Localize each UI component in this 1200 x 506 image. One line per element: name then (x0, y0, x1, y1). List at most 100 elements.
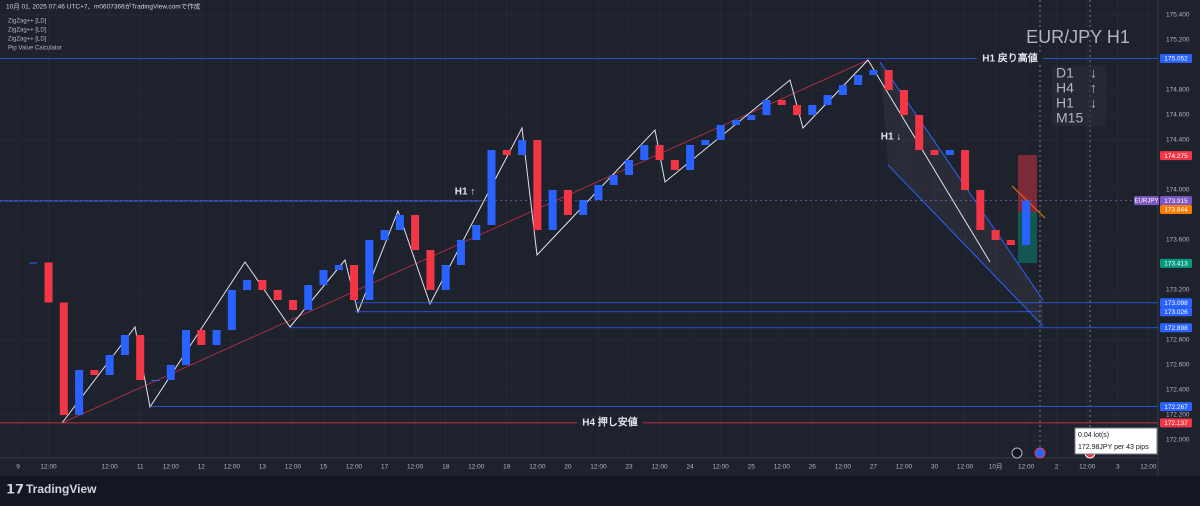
x-tick-label: 12:00 (1140, 464, 1157, 471)
candle (991, 230, 1000, 240)
candle (686, 145, 695, 170)
x-tick-label: 18 (442, 464, 450, 471)
trend-timeframe: M15 (1056, 110, 1083, 126)
candle (212, 330, 221, 345)
x-tick-label: 12:00 (651, 464, 668, 471)
x-tick-label: 12:00 (1018, 464, 1035, 471)
x-tick-label: 3 (1116, 464, 1120, 471)
x-tick-label: 11 (137, 464, 144, 471)
trend-timeframe: H4 (1056, 80, 1074, 96)
trend-timeframe: D1 (1056, 65, 1074, 81)
y-tick-label: 173.200 (1166, 287, 1190, 294)
tooltip-box (1074, 427, 1158, 455)
y-tick-label: 172.400 (1166, 387, 1190, 394)
price-tag (1160, 402, 1192, 412)
price-tag-label: 172.267 (1164, 404, 1188, 411)
x-tick-label: 27 (870, 464, 878, 471)
candle (1022, 200, 1031, 245)
candle (808, 105, 817, 115)
price-tag-label: 173.915 (1164, 198, 1188, 205)
y-tick-label: 174.600 (1166, 112, 1190, 119)
x-tick-label: 12:00 (407, 464, 424, 471)
tooltip-line: 0.04 lot(s) (1078, 432, 1109, 439)
candle (945, 150, 954, 155)
y-tick-label: 174.400 (1166, 137, 1190, 144)
x-tick-label: 12:00 (224, 464, 241, 471)
y-tick-label: 174.800 (1166, 87, 1190, 94)
candle (976, 190, 985, 230)
brand: TradingView (26, 482, 97, 496)
x-tick-label: 12:00 (102, 464, 119, 471)
indicator-name: ZigZag++ [LD] (8, 28, 47, 34)
candle (334, 265, 343, 270)
candle (1006, 240, 1015, 245)
y-tick-label: 172.800 (1166, 337, 1190, 344)
x-tick-label: 2 (1055, 464, 1059, 471)
annotation-bg (977, 53, 1043, 65)
y-tick-label: 174.000 (1166, 187, 1190, 194)
trend-arrow: ↓ (1090, 65, 1097, 81)
price-tag-label: 174.275 (1164, 153, 1188, 160)
price-tag (1160, 307, 1192, 317)
candle (365, 240, 374, 300)
candle (793, 105, 802, 115)
x-tick-label: 12:00 (346, 464, 363, 471)
x-tick-label: 12 (198, 464, 206, 471)
x-tick-label: 12:00 (163, 464, 180, 471)
x-tick-label: 10月 (989, 463, 1003, 471)
y-tick-label: 175.400 (1166, 12, 1190, 19)
event-icon[interactable] (1034, 447, 1046, 459)
x-tick-label: 12:00 (713, 464, 730, 471)
annotation: H1 ↑ (455, 187, 476, 198)
y-tick-label: 172.600 (1166, 362, 1190, 369)
x-tick-label: 12:00 (896, 464, 913, 471)
candle (120, 335, 129, 355)
price-tag-label: 173.844 (1164, 207, 1188, 214)
candle (105, 355, 114, 375)
x-tick-label: 12:00 (468, 464, 485, 471)
event-icon[interactable] (1011, 447, 1023, 459)
y-tick-label: 173.600 (1166, 237, 1190, 244)
x-tick-label: 25 (748, 464, 756, 471)
candle (319, 270, 328, 285)
candle (823, 95, 832, 105)
footer-bar (0, 476, 1200, 506)
x-tick-label: 12:00 (590, 464, 607, 471)
price-tag (1160, 418, 1192, 428)
price-tag-label: 173.413 (1164, 261, 1188, 268)
indicator-name: ZigZag++ [LD] (8, 19, 47, 25)
candle (747, 115, 756, 120)
candle (227, 290, 236, 330)
candle (258, 280, 267, 290)
candle (640, 145, 649, 160)
indicator-name: ZigZag++ [LD] (8, 37, 47, 43)
candle (487, 150, 496, 225)
price-tag-label: 172.137 (1164, 420, 1188, 427)
annotation: H1 ↓ (881, 132, 902, 143)
candle (533, 140, 542, 230)
price-tag (1160, 323, 1192, 333)
x-tick-label: 12:00 (40, 464, 57, 471)
drawings (0, 0, 1158, 459)
candle (701, 140, 710, 145)
y-tick-label: 172.200 (1166, 412, 1190, 419)
chart-title: EUR/JPY H1 (1026, 27, 1130, 47)
candle (243, 280, 252, 290)
annotation-bg (577, 417, 643, 429)
x-tick-label: 9 (16, 464, 20, 471)
candle (609, 175, 618, 185)
x-tick-label: 12:00 (285, 464, 302, 471)
candle (670, 160, 679, 170)
candle (869, 70, 878, 75)
x-tick-label: 17 (381, 464, 389, 471)
candle (899, 90, 908, 115)
x-tick-label: 19 (503, 464, 511, 471)
x-tick-label: 12:00 (1079, 464, 1096, 471)
price-tag (1160, 54, 1192, 63)
candle (838, 85, 847, 95)
candle (197, 330, 206, 345)
candle (472, 225, 481, 240)
symbol-tag-label: EURJPY (1135, 199, 1159, 205)
price-tag (1160, 258, 1192, 268)
x-tick-label: 30 (931, 464, 939, 471)
